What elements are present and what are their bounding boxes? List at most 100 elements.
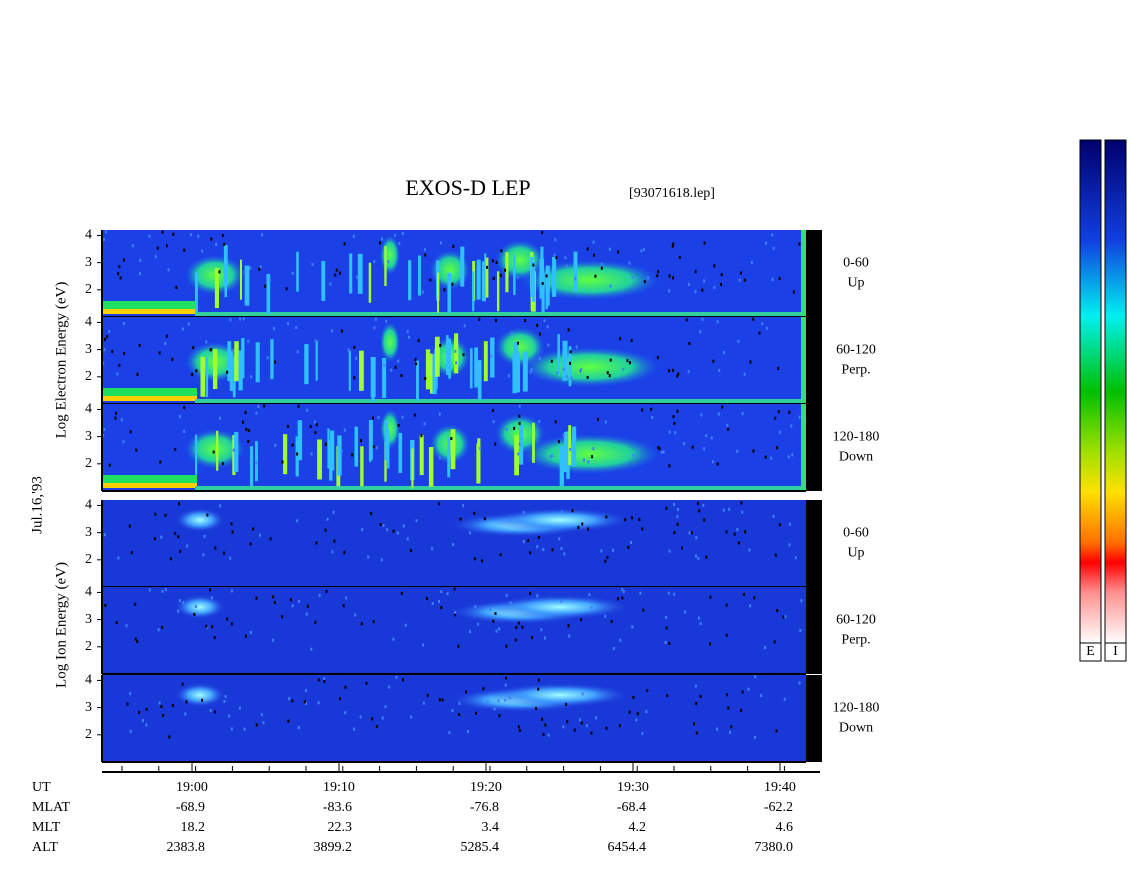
- noise-dot: [104, 603, 107, 607]
- noise-dot: [677, 372, 680, 376]
- noise-dot: [504, 676, 507, 680]
- noise-dot: [375, 446, 378, 450]
- noise-dot: [373, 260, 376, 264]
- noise-dot: [134, 602, 137, 606]
- orbit-value: 2383.8: [167, 840, 206, 855]
- emission-streak: [329, 430, 335, 471]
- noise-dot: [138, 710, 141, 714]
- noise-dot: [273, 327, 276, 331]
- emission-blob: [430, 250, 470, 290]
- noise-dot: [158, 351, 161, 355]
- noise-dot: [784, 615, 787, 619]
- noise-dot: [727, 706, 730, 710]
- noise-dot: [657, 270, 660, 274]
- noise-dot: [667, 369, 670, 373]
- noise-dot: [481, 559, 484, 563]
- noise-dot: [344, 711, 347, 715]
- noise-dot: [778, 276, 781, 280]
- noise-dot: [741, 690, 744, 694]
- y-tick-label: 4: [85, 315, 92, 330]
- noise-dot: [115, 621, 118, 625]
- noise-dot: [586, 375, 589, 379]
- noise-dot: [738, 278, 741, 282]
- noise-dot: [402, 524, 405, 528]
- noise-dot: [384, 705, 387, 709]
- noise-dot: [213, 710, 216, 714]
- emission-streak: [232, 435, 236, 476]
- noise-dot: [264, 284, 267, 288]
- noise-dot: [733, 532, 736, 536]
- noise-dot: [665, 626, 668, 630]
- noise-dot: [696, 501, 699, 505]
- noise-dot: [668, 549, 671, 553]
- noise-dot: [579, 369, 582, 373]
- noise-dot: [157, 628, 160, 632]
- noise-dot: [145, 707, 148, 711]
- noise-dot: [177, 609, 180, 613]
- noise-dot: [604, 614, 607, 618]
- noise-dot: [631, 625, 634, 629]
- noise-dot: [169, 557, 172, 561]
- orbit-value: -68.9: [176, 800, 205, 815]
- colorbar-label: E: [1086, 644, 1095, 659]
- emission-streak: [425, 349, 431, 390]
- noise-dot: [466, 729, 469, 733]
- noise-dot: [650, 407, 653, 411]
- noise-dot: [440, 590, 443, 594]
- noise-dot: [323, 677, 326, 681]
- noise-dot: [726, 423, 729, 427]
- noise-dot: [372, 445, 375, 449]
- y-tick-label: 2: [85, 639, 92, 654]
- emission-streak: [349, 253, 353, 294]
- noise-dot: [260, 233, 263, 237]
- noise-dot: [247, 428, 250, 432]
- noise-dot: [562, 367, 565, 371]
- noise-dot: [698, 509, 701, 513]
- noise-dot: [608, 247, 611, 251]
- noise-dot: [469, 630, 472, 634]
- noise-dot: [694, 684, 697, 688]
- noise-dot: [291, 271, 294, 275]
- noise-dot: [318, 593, 321, 597]
- noise-dot: [440, 606, 443, 610]
- noise-dot: [684, 610, 687, 614]
- noise-dot: [570, 376, 573, 380]
- noise-dot: [712, 359, 715, 363]
- noise-dot: [568, 361, 571, 365]
- noise-dot: [230, 622, 233, 626]
- noise-dot: [541, 230, 544, 234]
- noise-dot: [258, 267, 261, 271]
- y-tick-label: 3: [85, 612, 92, 627]
- noise-dot: [438, 502, 441, 506]
- noise-dot: [338, 697, 341, 701]
- noise-dot: [753, 596, 756, 600]
- noise-dot: [410, 715, 413, 719]
- noise-dot: [221, 462, 224, 466]
- noise-dot: [699, 622, 702, 626]
- emission-blob: [175, 683, 225, 707]
- noise-dot: [557, 440, 560, 444]
- noise-dot: [504, 268, 507, 272]
- emission-streak: [496, 271, 500, 312]
- noise-dot: [178, 415, 181, 419]
- noise-dot: [765, 326, 768, 330]
- noise-dot: [632, 696, 635, 700]
- emission-streak: [223, 245, 228, 286]
- orbit-value: -83.6: [323, 800, 352, 815]
- noise-dot: [596, 417, 599, 421]
- noise-dot: [656, 274, 659, 278]
- noise-dot: [504, 683, 507, 687]
- noise-dot: [749, 604, 752, 608]
- noise-dot: [517, 621, 520, 625]
- noise-dot: [128, 524, 131, 528]
- noise-dot: [711, 460, 714, 464]
- noise-dot: [645, 710, 648, 714]
- noise-dot: [694, 290, 697, 294]
- noise-dot: [373, 326, 376, 330]
- noise-dot: [221, 233, 224, 237]
- noise-dot: [536, 545, 539, 549]
- emission-streak: [387, 428, 390, 469]
- noise-dot: [764, 646, 767, 650]
- noise-dot: [136, 372, 139, 376]
- emission-streak: [571, 426, 577, 467]
